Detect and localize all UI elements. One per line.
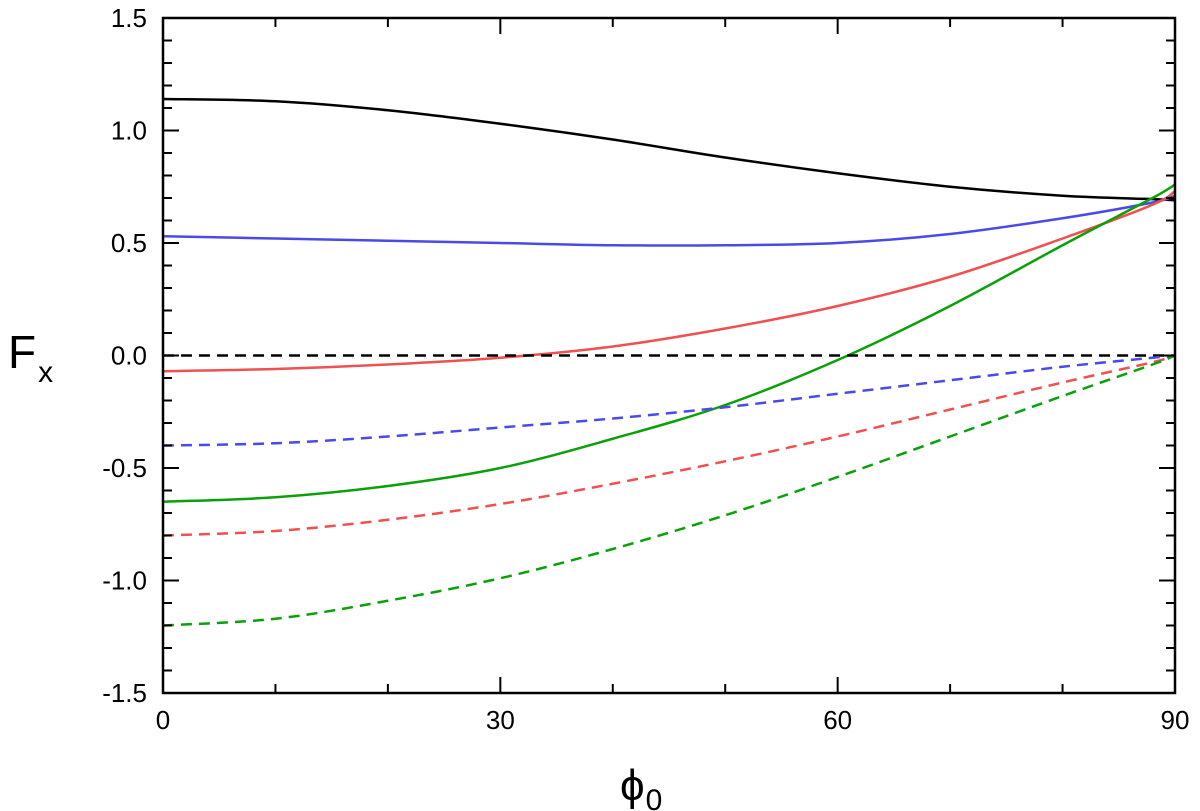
ticks-layer [162, 17, 1176, 694]
x-axis-title: ϕ0 [620, 761, 662, 811]
x-tick-label: 0 [156, 705, 170, 735]
series-line-6-dashed [162, 354, 1176, 447]
series-line-7-dashed [162, 354, 1176, 537]
y-axis-title: Fx [8, 326, 53, 389]
x-tick-label: 90 [1161, 705, 1190, 735]
y-tick-label: 1.0 [111, 116, 147, 146]
series-layer [162, 97, 1176, 627]
x-tick-label: 60 [823, 705, 852, 735]
x-tick-label: 30 [486, 705, 515, 735]
series-line-4-solid [162, 183, 1176, 503]
series-line-8-dashed [162, 354, 1176, 627]
series-line-3-solid [162, 190, 1176, 373]
series-line-2-solid [162, 194, 1176, 247]
labels-layer: 0 30 60 90 -1.5 -1.0 -0.5 0.0 0.5 1.0 1.5 [102, 3, 1189, 735]
series-line-1-solid [162, 97, 1176, 202]
y-tick-label: 0.5 [111, 228, 147, 258]
y-tick-label: -1.5 [102, 678, 147, 708]
y-tick-label: 0.0 [111, 341, 147, 371]
y-tick-label: -0.5 [102, 453, 147, 483]
y-tick-label: 1.5 [111, 3, 147, 33]
y-tick-label: -1.0 [102, 566, 147, 596]
